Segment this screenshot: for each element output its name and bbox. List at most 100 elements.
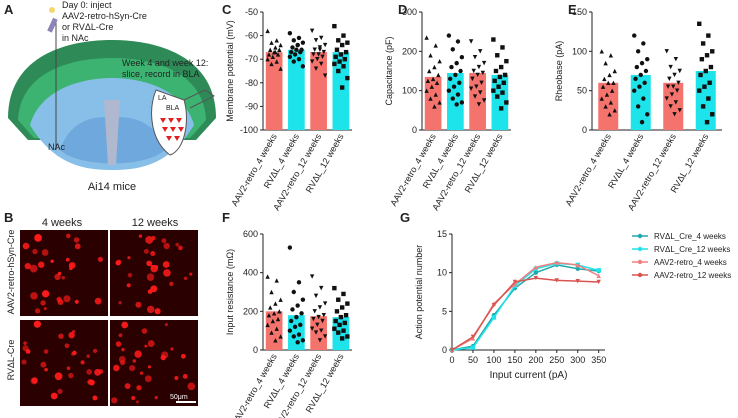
- marker: [321, 49, 327, 55]
- cell-signal: [113, 364, 120, 372]
- marker: [664, 49, 669, 54]
- marker: [608, 100, 614, 105]
- marker: [311, 316, 316, 322]
- bar: [630, 74, 651, 130]
- bar: [598, 82, 619, 130]
- marker: [287, 245, 293, 250]
- marker: [454, 102, 459, 107]
- marker: [339, 85, 345, 90]
- marker: [677, 108, 682, 113]
- marker: [317, 47, 323, 52]
- marker: [632, 88, 637, 93]
- marker: [341, 328, 346, 333]
- marker: [481, 60, 487, 66]
- marker: [554, 260, 559, 265]
- marker: [336, 297, 341, 302]
- marker: [641, 41, 646, 46]
- cell-signal: [37, 261, 45, 268]
- marker: [319, 61, 324, 67]
- marker: [700, 104, 706, 109]
- bar: [663, 82, 684, 130]
- marker: [309, 59, 315, 64]
- marker: [274, 38, 279, 43]
- marker: [472, 94, 478, 99]
- marker: [703, 68, 708, 74]
- marker: [274, 59, 279, 64]
- panel-letter: C: [222, 2, 232, 17]
- marker: [432, 104, 437, 109]
- marker: [468, 86, 474, 91]
- marker: [320, 318, 325, 324]
- y-tick-label: 15: [437, 229, 447, 239]
- marker: [674, 88, 680, 93]
- marker: [322, 334, 328, 339]
- cell-signal: [115, 260, 121, 266]
- marker: [332, 326, 337, 331]
- marker: [299, 311, 304, 316]
- marker: [275, 52, 281, 57]
- marker: [491, 37, 496, 42]
- cell-signal: [118, 333, 123, 338]
- marker: [639, 119, 645, 125]
- marker: [290, 307, 295, 312]
- marker: [322, 73, 328, 78]
- marker: [599, 49, 604, 54]
- marker: [632, 33, 637, 38]
- marker: [468, 39, 474, 44]
- marker: [449, 347, 455, 353]
- micrograph: [20, 230, 108, 316]
- cell-signal: [146, 273, 155, 281]
- marker: [635, 104, 641, 109]
- y-tick-label: 400: [243, 268, 258, 278]
- marker: [470, 334, 476, 340]
- x-tick-label: 150: [507, 355, 522, 365]
- marker: [664, 96, 669, 101]
- marker: [472, 55, 478, 60]
- marker: [471, 68, 476, 74]
- cell-signal: [73, 237, 80, 243]
- cell-signal: [74, 299, 79, 304]
- cell-signal: [150, 264, 158, 273]
- cell-signal: [50, 259, 54, 264]
- cell-signal: [86, 369, 93, 375]
- cell-signal: [163, 242, 170, 250]
- cell-signal: [124, 383, 131, 390]
- cell-signal: [72, 350, 77, 356]
- marker: [504, 100, 509, 105]
- marker: [449, 64, 454, 70]
- x-tick-label: 250: [549, 355, 564, 365]
- cell-signal: [136, 400, 140, 404]
- marker: [607, 72, 612, 78]
- bar: [332, 317, 350, 350]
- cell-signal: [111, 397, 118, 404]
- cell-signal: [54, 273, 61, 281]
- cell-signal: [66, 233, 71, 239]
- y-axis-label: Membrane potential (mV): [225, 20, 235, 122]
- cell-signal: [50, 392, 58, 400]
- cell-signal: [150, 251, 156, 257]
- marker: [427, 68, 432, 74]
- marker: [343, 313, 349, 318]
- marker: [313, 66, 319, 71]
- marker: [298, 322, 303, 328]
- cell-signal: [154, 395, 158, 400]
- marker: [481, 98, 487, 103]
- marker: [332, 23, 337, 29]
- bar: [491, 74, 509, 130]
- marker: [497, 74, 503, 80]
- cell-signal: [35, 235, 40, 239]
- marker: [708, 64, 714, 70]
- marker: [608, 53, 614, 58]
- cell-signal: [131, 395, 136, 401]
- marker: [294, 47, 299, 52]
- cell-signal: [43, 349, 49, 354]
- y-tick-label: 10: [437, 268, 447, 278]
- cell-signal: [161, 238, 167, 244]
- bar: [288, 49, 305, 131]
- marker: [599, 96, 604, 101]
- syringe: [47, 17, 58, 33]
- marker: [512, 279, 518, 285]
- marker: [428, 96, 433, 101]
- legend-label: AAV2-retro_4 weeks: [654, 258, 727, 267]
- marker: [699, 57, 705, 62]
